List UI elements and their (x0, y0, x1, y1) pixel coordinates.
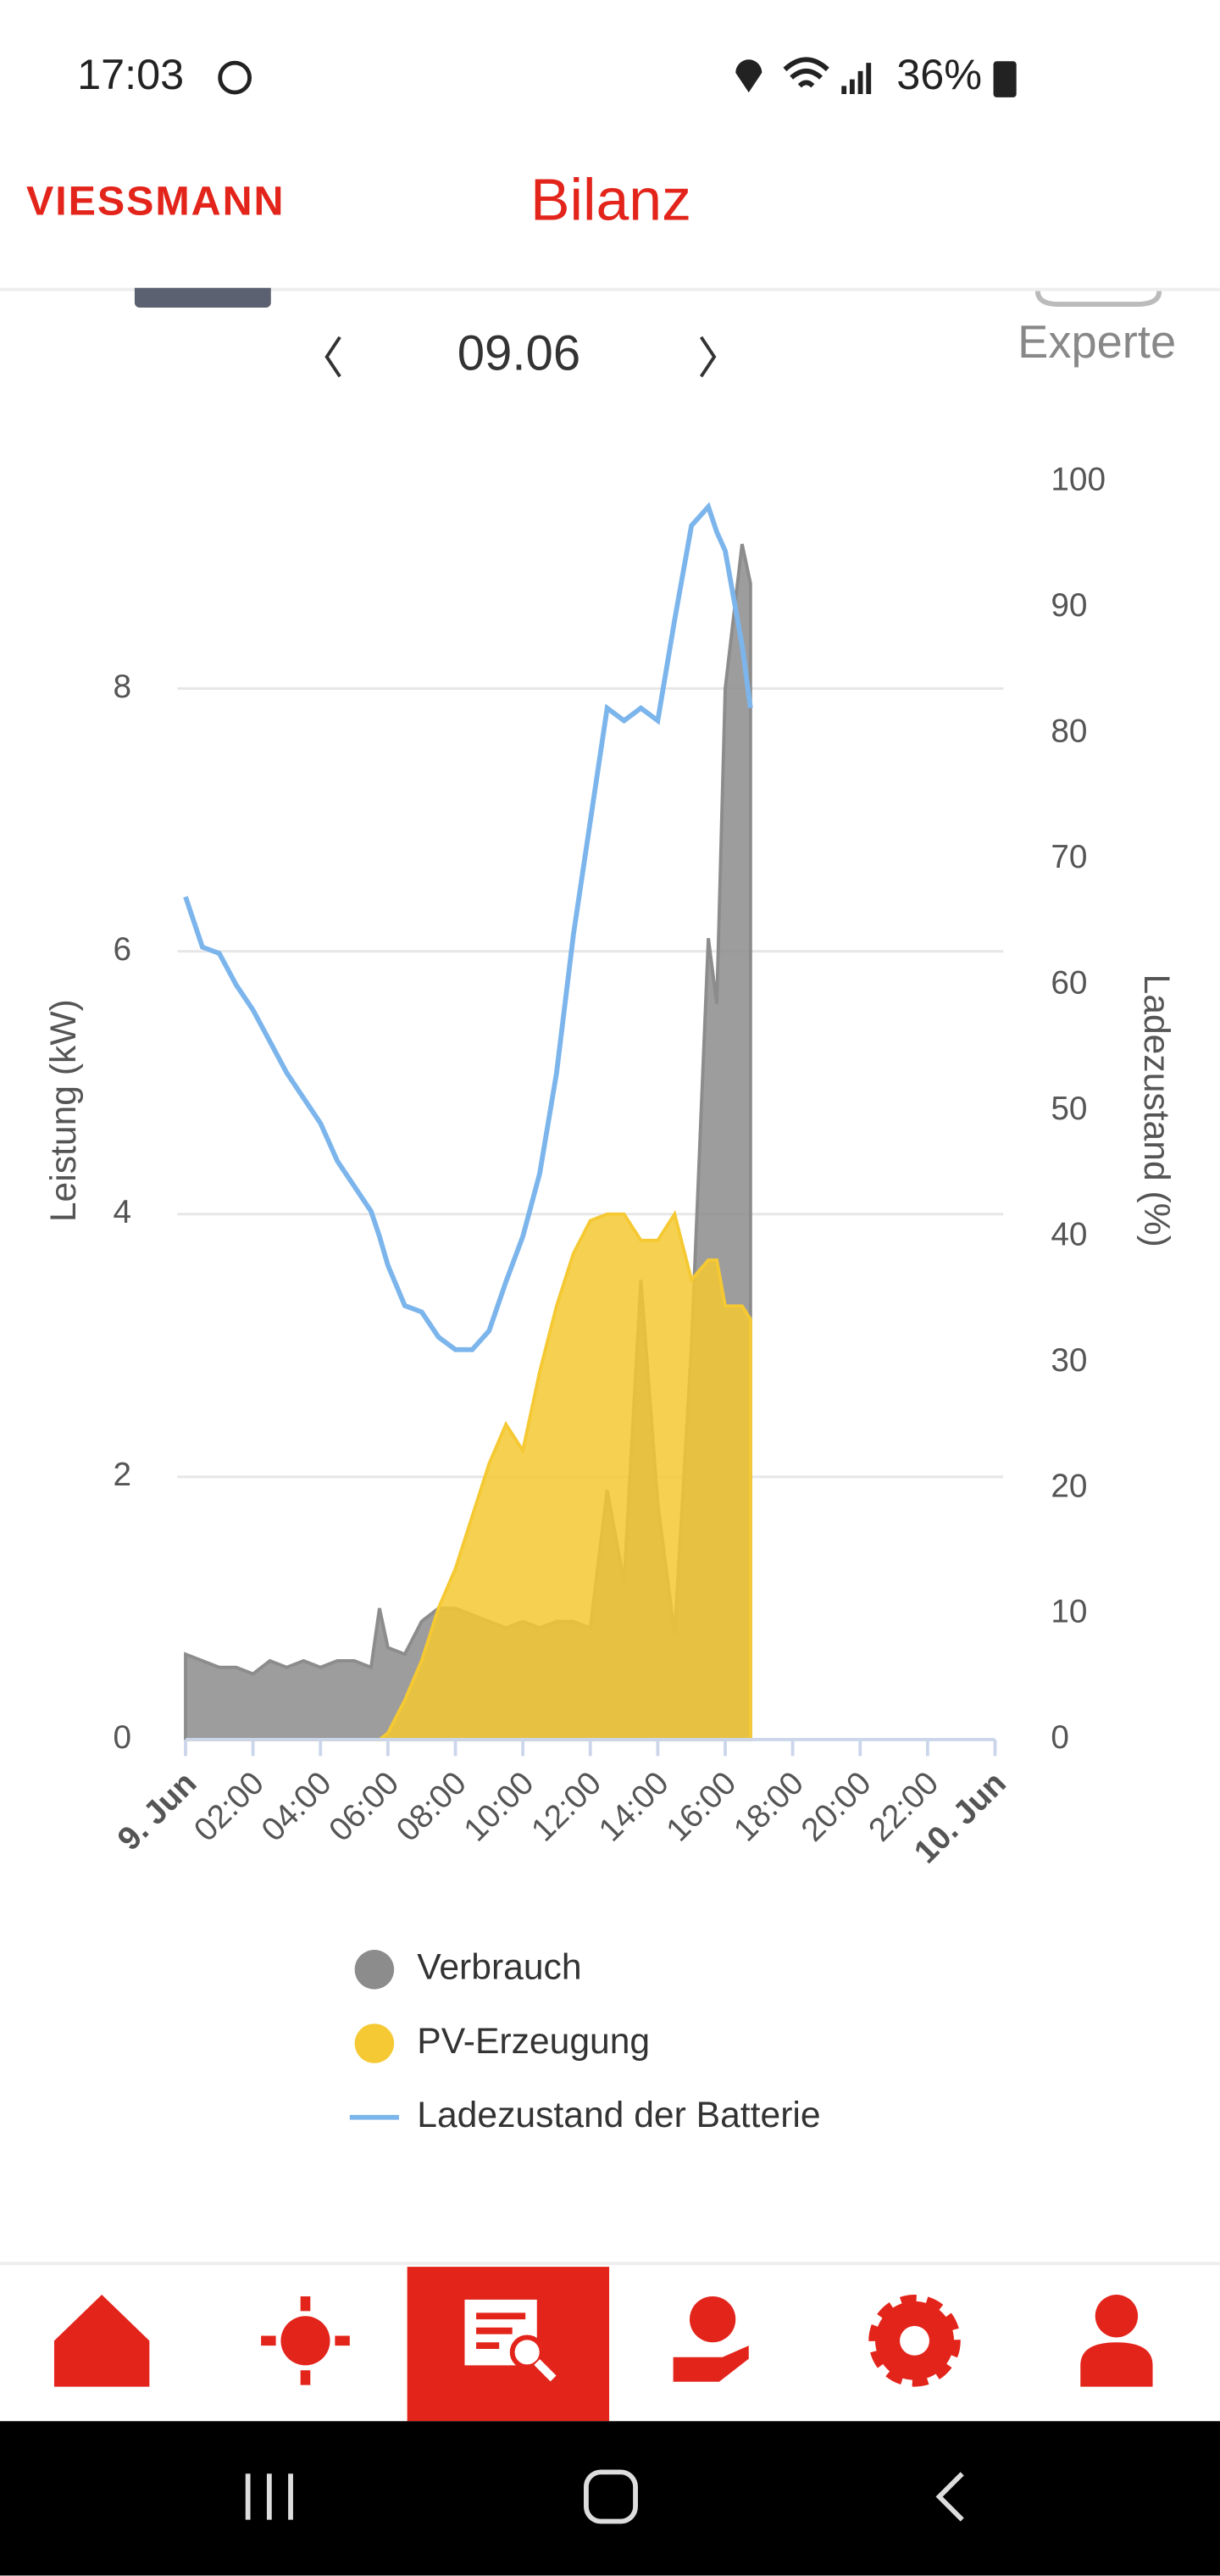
nav-border (0, 2262, 1220, 2266)
y2-tick-label: 40 (1051, 1216, 1087, 1252)
y2-tick-label: 50 (1051, 1091, 1087, 1127)
back-button[interactable] (935, 2472, 964, 2522)
x-tick-label: 10:00 (457, 1765, 541, 1849)
logo: VIESSMANN (26, 179, 285, 225)
home-button[interactable] (583, 2469, 638, 2524)
legend-label[interactable]: Verbrauch (417, 1947, 581, 1988)
line (183, 502, 753, 1352)
y-tick-label: 4 (113, 1194, 131, 1230)
x-tick-label: 02:00 (187, 1765, 271, 1849)
y2-tick-label: 100 (1051, 462, 1106, 498)
y2-axis-title: Ladezustand (%) (1136, 974, 1177, 1247)
x-tick-label: 14:00 (592, 1765, 676, 1849)
y2-tick-label: 0 (1051, 1719, 1069, 1756)
legend-symbol (354, 2024, 395, 2063)
wifi-icon (783, 57, 829, 88)
y2-tick-label: 90 (1051, 587, 1087, 624)
location-icon (735, 59, 762, 93)
y2-tick-label: 60 (1051, 964, 1087, 1001)
header-shadow (0, 286, 1220, 291)
nav-home[interactable] (53, 2295, 150, 2387)
nav-service[interactable] (673, 2296, 749, 2382)
status-icon (218, 60, 252, 95)
nav-sun[interactable] (261, 2296, 350, 2385)
y-axis-title: Leistung (kW) (43, 999, 84, 1222)
recents-button[interactable] (245, 2473, 293, 2520)
y-tick-label: 8 (113, 669, 131, 705)
legend-label[interactable]: Ladezustand der Batterie (417, 2095, 820, 2135)
legend-symbol (354, 1950, 395, 1990)
x-tick-label: 16:00 (659, 1765, 743, 1849)
toggle[interactable] (1034, 291, 1162, 307)
x-tick-label: 18:00 (727, 1765, 811, 1849)
y2-tick-label: 20 (1051, 1468, 1087, 1504)
y2-tick-label: 70 (1051, 839, 1087, 875)
page-title: Bilanz (530, 166, 691, 232)
nav-settings[interactable] (868, 2295, 961, 2387)
x-tick-label: 12:00 (524, 1765, 608, 1849)
battery-icon (993, 61, 1017, 97)
next-day[interactable] (699, 336, 717, 378)
status-time: 17:03 (77, 50, 184, 98)
date: 09.06 (458, 325, 580, 380)
system-nav (0, 2421, 1220, 2576)
toggle-label: Experte (1018, 317, 1176, 368)
x-tick-label: 06:00 (322, 1765, 406, 1849)
y-tick-label: 0 (113, 1719, 131, 1756)
header (0, 123, 1220, 288)
signal-icon (841, 63, 872, 95)
status-battery: 36% (896, 50, 982, 98)
y2-tick-label: 30 (1051, 1342, 1087, 1379)
y-tick-label: 2 (113, 1457, 131, 1493)
x-tick-label: 08:00 (390, 1765, 474, 1849)
y-tick-label: 6 (113, 931, 131, 968)
x-tick-label: 04:00 (255, 1765, 339, 1849)
legend-label[interactable]: PV-Erzeugung (417, 2021, 650, 2062)
x-tick-label: 9. Jun (111, 1765, 204, 1858)
nav-profile[interactable] (1080, 2295, 1153, 2387)
y2-tick-label: 10 (1051, 1594, 1087, 1630)
x-tick-label: 20:00 (795, 1765, 879, 1849)
prev-day[interactable] (324, 336, 341, 378)
nav-analysis[interactable] (464, 2299, 557, 2382)
y2-tick-label: 80 (1051, 713, 1087, 750)
